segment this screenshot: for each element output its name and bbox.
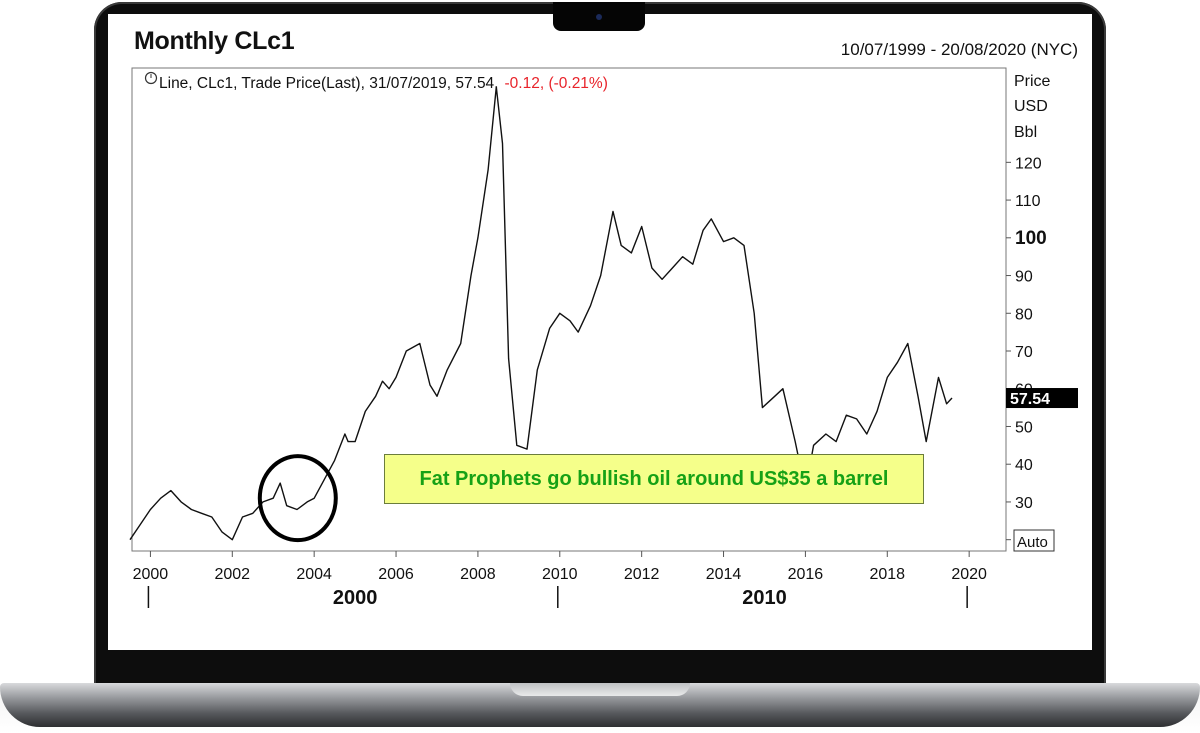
- x-tick-label: 2016: [788, 566, 824, 583]
- y-tick-label: 80: [1015, 306, 1033, 323]
- y-tick-label: 40: [1015, 457, 1033, 474]
- legend-main: Line, CLc1, Trade Price(Last), 31/07/201…: [159, 75, 499, 92]
- y-tick-label: 110: [1015, 193, 1041, 210]
- y-tick-label: 120: [1015, 155, 1042, 172]
- y-label-usd: USD: [1014, 98, 1048, 115]
- last-value-tag: 57.54: [1006, 388, 1078, 409]
- camera-icon: [596, 14, 602, 20]
- x-tick-label: 2012: [624, 566, 660, 583]
- last-value-box: [1006, 388, 1078, 409]
- chart-title: Monthly CLc1: [134, 27, 295, 55]
- y-tick-label: 70: [1015, 344, 1033, 361]
- y-tick-label: 30: [1015, 495, 1033, 512]
- date-range: 10/07/1999 - 20/08/2020 (NYC): [840, 40, 1078, 59]
- legend-change: -0.12, (-0.21%): [505, 75, 608, 92]
- auto-button-label: Auto: [1017, 534, 1048, 551]
- x-tick-label: 2004: [296, 566, 332, 583]
- x-ticks: 2000 2002 2004 2006 2008 2010 2012 2014 2016 2018…: [133, 551, 987, 609]
- camera-notch: [553, 2, 645, 31]
- legend: Line, CLc1, Trade Price(Last), 31/07/201…: [144, 71, 608, 92]
- y-tick-label: 50: [1015, 419, 1033, 436]
- decade-label: 2010: [742, 587, 787, 609]
- laptop-screen: Monthly CLc1 10/07/1999 - 20/08/2020 (NY…: [108, 14, 1092, 650]
- x-tick-label: 2006: [378, 566, 414, 583]
- highlight-circle: [257, 454, 338, 543]
- x-tick-label: 2010: [542, 566, 578, 583]
- base-groove: [510, 683, 690, 696]
- y-tick-label: 100: [1015, 228, 1047, 249]
- y-ticks: 1201101009080706050403020: [1006, 155, 1047, 550]
- y-label-price: Price: [1014, 73, 1051, 90]
- legend-text: Line, CLc1, Trade Price(Last), 31/07/201…: [159, 75, 608, 92]
- laptop-base: [0, 683, 1200, 727]
- y-label-bbl: Bbl: [1014, 124, 1037, 141]
- x-tick-label: 2008: [460, 566, 496, 583]
- last-value-text: 57.54: [1010, 391, 1050, 408]
- x-tick-label: 2020: [951, 566, 987, 583]
- x-tick-label: 2000: [133, 566, 169, 583]
- x-tick-label: 2002: [214, 566, 250, 583]
- annotation-box: Fat Prophets go bullish oil around US$35…: [384, 454, 924, 504]
- price-chart: Line, CLc1, Trade Price(Last), 31/07/201…: [129, 67, 1078, 609]
- y-tick-label: 90: [1015, 269, 1033, 286]
- x-tick-label: 2014: [706, 566, 742, 583]
- decade-label: 2000: [333, 587, 378, 609]
- series-line: [129, 86, 953, 541]
- auto-button[interactable]: [1013, 529, 1055, 552]
- x-tick-label: 2018: [869, 566, 905, 583]
